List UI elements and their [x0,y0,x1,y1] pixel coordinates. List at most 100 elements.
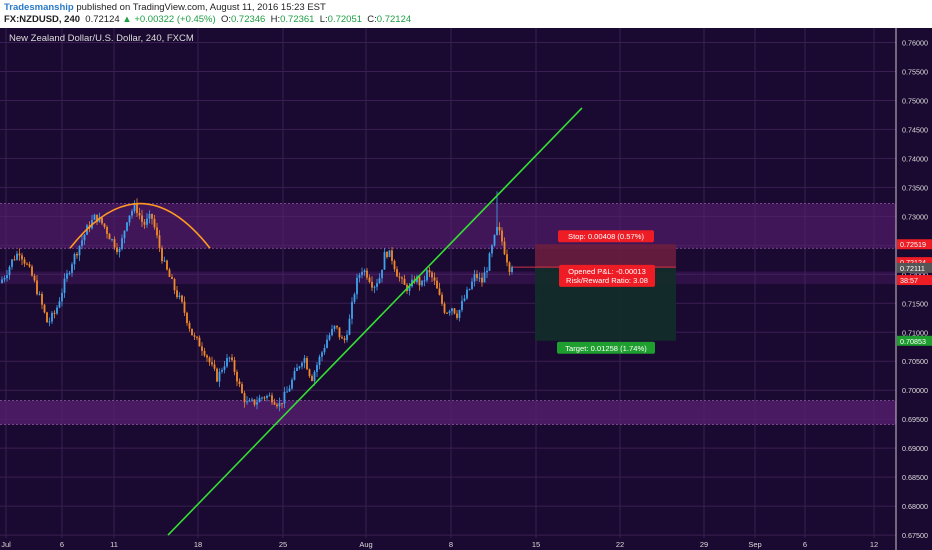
candle-body [21,255,23,260]
y-tick-label: 0.70000 [902,386,928,395]
author-name[interactable]: Tradesmanship [4,2,74,13]
candle-body [383,252,386,270]
candle-body [361,272,363,276]
x-tick-label: Jul [1,540,11,549]
y-tick-label: 0.69500 [902,415,928,424]
price-change: +0.00322 (+0.45%) [134,14,216,25]
candle-body [23,259,26,264]
candle-body [178,295,181,298]
candle-body [428,270,431,273]
last-price: 0.72124 [85,14,120,25]
candle-body [371,281,373,288]
candle-body [418,276,421,286]
candle-body [223,366,226,370]
candle-body [448,311,451,313]
candle-body [341,337,343,339]
price-label-box [897,335,932,346]
candle-body [68,272,71,274]
price-label-box [897,275,932,286]
long-position-tool[interactable]: Stop: 0.00408 (0.57%) Target: 0.01258 (1.… [512,230,676,354]
candle-body [456,313,458,318]
symbol-label: FX:NZDUSD, 240 [4,14,81,25]
candle-body [431,272,433,278]
y-tick-label: 0.69000 [902,444,928,453]
candle-body [416,276,418,283]
candle-body [33,275,36,281]
candle-body [151,213,153,219]
candle-body [143,221,146,225]
ohlc-line: FX:NZDUSD, 240 0.72124 ▲ +0.00322 (+0.45… [4,14,412,25]
candle-body [336,325,338,328]
candle-body [296,367,298,371]
price-chart[interactable]: Stop: 0.00408 (0.57%) Target: 0.01258 (1.… [0,28,932,550]
candle-body [28,264,31,267]
candle-body [298,366,301,368]
candle-body [116,247,118,253]
candle-body [51,312,53,322]
candle-body [41,293,43,305]
candle-body [396,269,398,277]
x-tick-label: Aug [359,540,372,549]
candle-body [301,362,303,367]
candle-body [133,203,136,212]
candle-body [98,217,101,222]
x-tick-label: 6 [803,540,807,549]
candle-body [186,312,188,324]
open-value: 0.72346 [230,14,266,25]
candle-body [306,358,308,370]
x-tick-label: 15 [532,540,540,549]
y-tick-label: 0.73500 [902,183,928,192]
rr-label: Risk/Reward Ratio: 3.08 [566,276,648,285]
candle-body [268,395,271,397]
candle-body [108,233,111,240]
candle-body [218,371,221,382]
candle-body [171,276,173,279]
candle-body [288,388,291,392]
candle-body [16,253,18,260]
candle-body [63,278,66,293]
x-tick-label: 11 [110,540,118,549]
x-tick-label: 8 [449,540,453,549]
candle-body [18,253,21,256]
candle-body [323,347,326,353]
stop-label-box [558,230,654,243]
y-tick-label: 0.74500 [902,125,928,134]
candle-body [278,403,281,407]
rounded-top-arc [69,203,211,249]
candle-body [53,312,56,314]
candle-body [421,280,423,286]
candle-body [378,278,381,284]
candle-body [366,270,368,278]
candle-body [126,222,128,231]
close-value: 0.72124 [376,14,412,25]
candle-body [38,293,41,295]
candle-body [478,277,481,279]
candle-body [123,230,126,239]
candle-body [183,301,186,313]
candle-body [243,393,246,403]
candle-body [163,260,166,262]
candle-body [153,218,156,228]
candle-body [496,226,498,235]
candle-body [213,364,216,369]
candle-body [168,269,171,277]
candle-body [463,298,466,301]
candle-body [6,275,8,279]
candle-body [201,346,203,351]
candle-body [401,277,403,279]
candle-body [138,213,141,216]
y-tick-label: 0.75000 [902,96,928,105]
candle-body [233,360,236,372]
candle-body [353,294,356,302]
candle-body [238,381,241,385]
candle-body [193,335,196,337]
candle-body [221,369,223,372]
drawings[interactable] [69,107,583,536]
candle-body [8,266,11,276]
candlesticks [1,191,513,412]
time-axis[interactable]: Jul 6 11 18 25 Aug 8 15 22 29 Sep 6 12 [1,540,878,549]
candle-body [206,355,208,358]
candle-body [96,214,98,222]
candle-body [198,337,201,347]
candle-body [441,294,443,304]
